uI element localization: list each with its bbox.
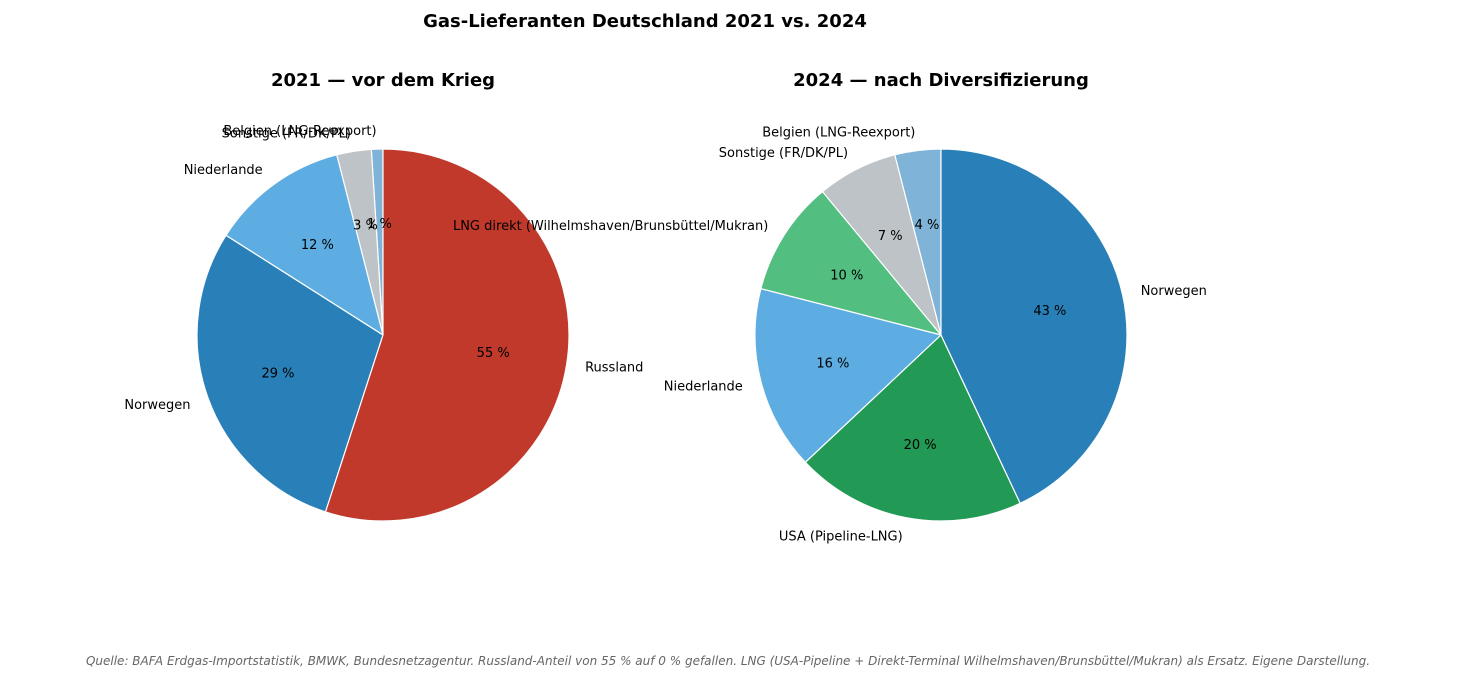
slice-label-belgien-lng-reexport-2021: Belgien (LNG-Reexport) [223, 124, 376, 139]
source-note: Quelle: BAFA Erdgas-Importstatistik, BMW… [86, 654, 1370, 668]
slice-label-sonstige-fr-dk-pl-2021: Sonstige (FR/DK/PL) [222, 126, 351, 141]
pie-slices-2024: 4 % Belgien (LNG-Reexport) 7 % Sonstige (FR… [453, 126, 1207, 545]
slice-label-niederlande-2021: Niederlande [184, 163, 263, 178]
pie-slices-2021: 1 % Belgien (LNG-Reexport) 3 % Sonstige (FR… [124, 124, 643, 522]
pie-slice-norwegen-2021 [196, 234, 384, 513]
pie-slice-niederlande-2024 [754, 288, 943, 464]
slice-label-norwegen-2021: Norwegen [124, 398, 190, 413]
pie-slice-niederlande-2021 [225, 154, 384, 337]
pct-label-niederlande-2021: 12 % [301, 238, 334, 253]
slice-label-russland-2021: Russland [585, 361, 643, 376]
pie-slice-lng-direkt-wilhelmshaven-brunsb-ttel-mukran-2024 [760, 190, 943, 337]
pct-label-norwegen-2024: 43 % [1033, 304, 1066, 319]
pie-chart-2024: 2024 — nach Diversifizierung 4 % Belgien … [453, 70, 1207, 545]
pct-label-lng-direkt-wilhelmshaven-brunsb-ttel-mukran-2024: 10 % [830, 269, 863, 284]
slice-label-usa-pipeline-lng-2024: USA (Pipeline-LNG) [779, 530, 903, 545]
slice-label-norwegen-2024: Norwegen [1141, 284, 1207, 299]
pie-title-2021: 2021 — vor dem Krieg [271, 70, 495, 91]
pie-title-2024: 2024 — nach Diversifizierung [793, 70, 1089, 91]
slice-label-belgien-lng-reexport-2024: Belgien (LNG-Reexport) [762, 126, 915, 141]
pct-label-usa-pipeline-lng-2024: 20 % [904, 438, 937, 453]
pie-slice-norwegen-2024 [940, 148, 1128, 505]
slice-label-niederlande-2024: Niederlande [664, 379, 743, 394]
slice-label-sonstige-fr-dk-pl-2024: Sonstige (FR/DK/PL) [719, 146, 848, 161]
pct-label-sonstige-fr-dk-pl-2024: 7 % [878, 229, 903, 244]
pie-slice-usa-pipeline-lng-2024 [804, 333, 1021, 522]
pct-label-norwegen-2021: 29 % [261, 366, 294, 381]
pct-label-belgien-lng-reexport-2024: 4 % [915, 218, 940, 233]
pct-label-russland-2021: 55 % [477, 346, 510, 361]
figure-title: Gas-Lieferanten Deutschland 2021 vs. 202… [423, 11, 867, 32]
slice-label-lng-direkt-wilhelmshaven-brunsb-ttel-mukran-2024: LNG direkt (Wilhelmshaven/Brunsbüttel/Mu… [453, 219, 768, 234]
pie-slice-russland-2021 [324, 148, 570, 522]
pie-chart-2021: 2021 — vor dem Krieg 1 % Belgien (LNG-Ree… [124, 70, 643, 522]
pct-label-belgien-lng-reexport-2021: 1 % [367, 217, 392, 232]
pct-label-sonstige-fr-dk-pl-2021: 3 % [353, 218, 378, 233]
pct-label-niederlande-2024: 16 % [816, 356, 849, 371]
